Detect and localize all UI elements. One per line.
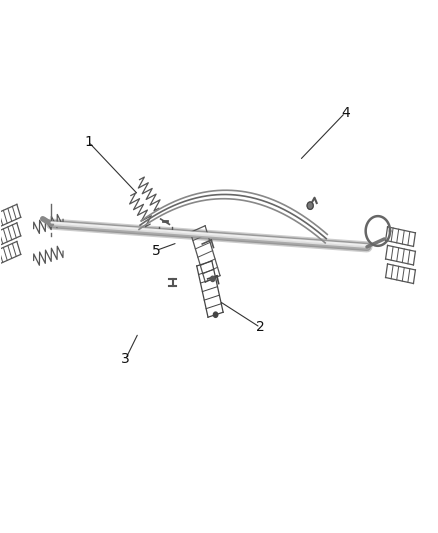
Circle shape (211, 276, 215, 281)
Text: 1: 1 (84, 135, 93, 149)
Text: 5: 5 (152, 244, 160, 257)
Text: 2: 2 (256, 320, 265, 335)
Text: 4: 4 (341, 106, 350, 120)
Text: 3: 3 (121, 352, 130, 366)
Circle shape (307, 202, 313, 209)
Circle shape (213, 312, 218, 317)
